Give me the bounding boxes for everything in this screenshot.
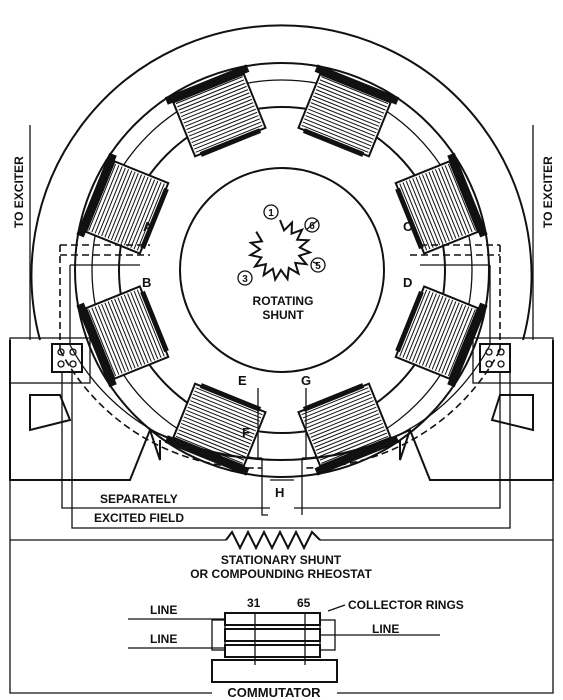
- collector-ring-2: [224, 628, 321, 642]
- commutator-label: COMMUTATOR: [227, 685, 321, 700]
- center-leads: [257, 388, 307, 516]
- field-pole-6: [164, 382, 267, 476]
- rotor-outer: [118, 106, 446, 434]
- terminal-left-3: [57, 360, 65, 368]
- field-pole-7: [76, 285, 170, 388]
- field-pole-3: [394, 152, 488, 255]
- line-label-top: LINE: [150, 603, 177, 617]
- rotating-shunt-coil: [247, 219, 313, 283]
- field-pole-2: [297, 64, 400, 158]
- shunt-tap-lead: [305, 219, 319, 265]
- to-exciter-right-label: TO EXCITER: [541, 156, 555, 228]
- field-pole-4: [394, 285, 488, 388]
- tap-1-circle: [263, 204, 279, 220]
- field-pole-1: [164, 64, 267, 158]
- collector-shaft-left: [211, 619, 226, 651]
- pole-label-f: F: [242, 425, 250, 440]
- separately-excited-label-2: EXCITED FIELD: [94, 511, 184, 525]
- field-connection-dashed: [59, 244, 501, 469]
- tap-5-circle: [310, 257, 326, 273]
- terminal-right-4: [497, 360, 505, 368]
- ring-label-65: 65: [297, 596, 311, 610]
- rotor-inner: [179, 167, 385, 373]
- stationary-shunt-label-2: OR COMPOUNDING RHEOSTAT: [190, 567, 372, 581]
- terminal-left-2: [69, 348, 77, 356]
- tap-3-circle: [237, 270, 253, 286]
- stationary-shunt-label-1: STATIONARY SHUNT: [221, 553, 342, 567]
- rotating-shunt-label-2: SHUNT: [262, 308, 304, 322]
- to-exciter-left-label: TO EXCITER: [12, 156, 26, 228]
- collector-ring-1: [224, 612, 321, 626]
- terminal-right-3: [485, 360, 493, 368]
- tap-5-label: 5: [315, 261, 321, 272]
- tap-6-circle: [304, 217, 320, 233]
- tap-1-label: 1: [268, 208, 274, 219]
- pole-label-h: H: [275, 485, 284, 500]
- yoke-outer: [30, 24, 533, 341]
- system-outer-wire: [9, 540, 554, 694]
- pole-label-e: E: [238, 373, 247, 388]
- terminal-left-4: [69, 360, 77, 368]
- stationary-shunt-resistor: [225, 529, 321, 551]
- separately-excited-wiring: [61, 372, 511, 529]
- field-poles: [76, 64, 488, 476]
- rotating-shunt-label-1: ROTATING: [253, 294, 314, 308]
- ring-label-31: 31: [247, 596, 261, 610]
- terminal-right-2: [497, 348, 505, 356]
- line-label-mid: LINE: [150, 632, 177, 646]
- collector-ring-3: [224, 644, 321, 658]
- bedplate-left: [9, 337, 91, 384]
- field-pole-5: [297, 382, 400, 476]
- tap-3-label: 3: [242, 274, 248, 285]
- terminal-right-1: [485, 348, 493, 356]
- pole-label-d: D: [403, 275, 412, 290]
- terminal-box-right: [479, 343, 511, 373]
- pole-label-b: B: [142, 275, 151, 290]
- collector-rings-label: COLLECTOR RINGS: [348, 598, 464, 612]
- commutator-body: [211, 659, 338, 683]
- pole-label-g: G: [301, 373, 311, 388]
- field-pole-8: [76, 152, 170, 255]
- terminal-box-left: [51, 343, 83, 373]
- pole-label-a: A: [143, 219, 153, 234]
- separately-excited-label-1: SEPARATELY: [100, 492, 178, 506]
- stationary-shunt-wiring: [9, 383, 554, 541]
- line-label-right: LINE: [372, 622, 399, 636]
- base-bottom: [149, 429, 411, 461]
- yoke-inner: [74, 62, 490, 478]
- terminal-left-1: [57, 348, 65, 356]
- collector-rings-pointer: [327, 604, 346, 612]
- pole-label-c: C: [403, 219, 413, 234]
- bedplate-right: [472, 337, 554, 384]
- tap-6-label: 6: [309, 221, 315, 232]
